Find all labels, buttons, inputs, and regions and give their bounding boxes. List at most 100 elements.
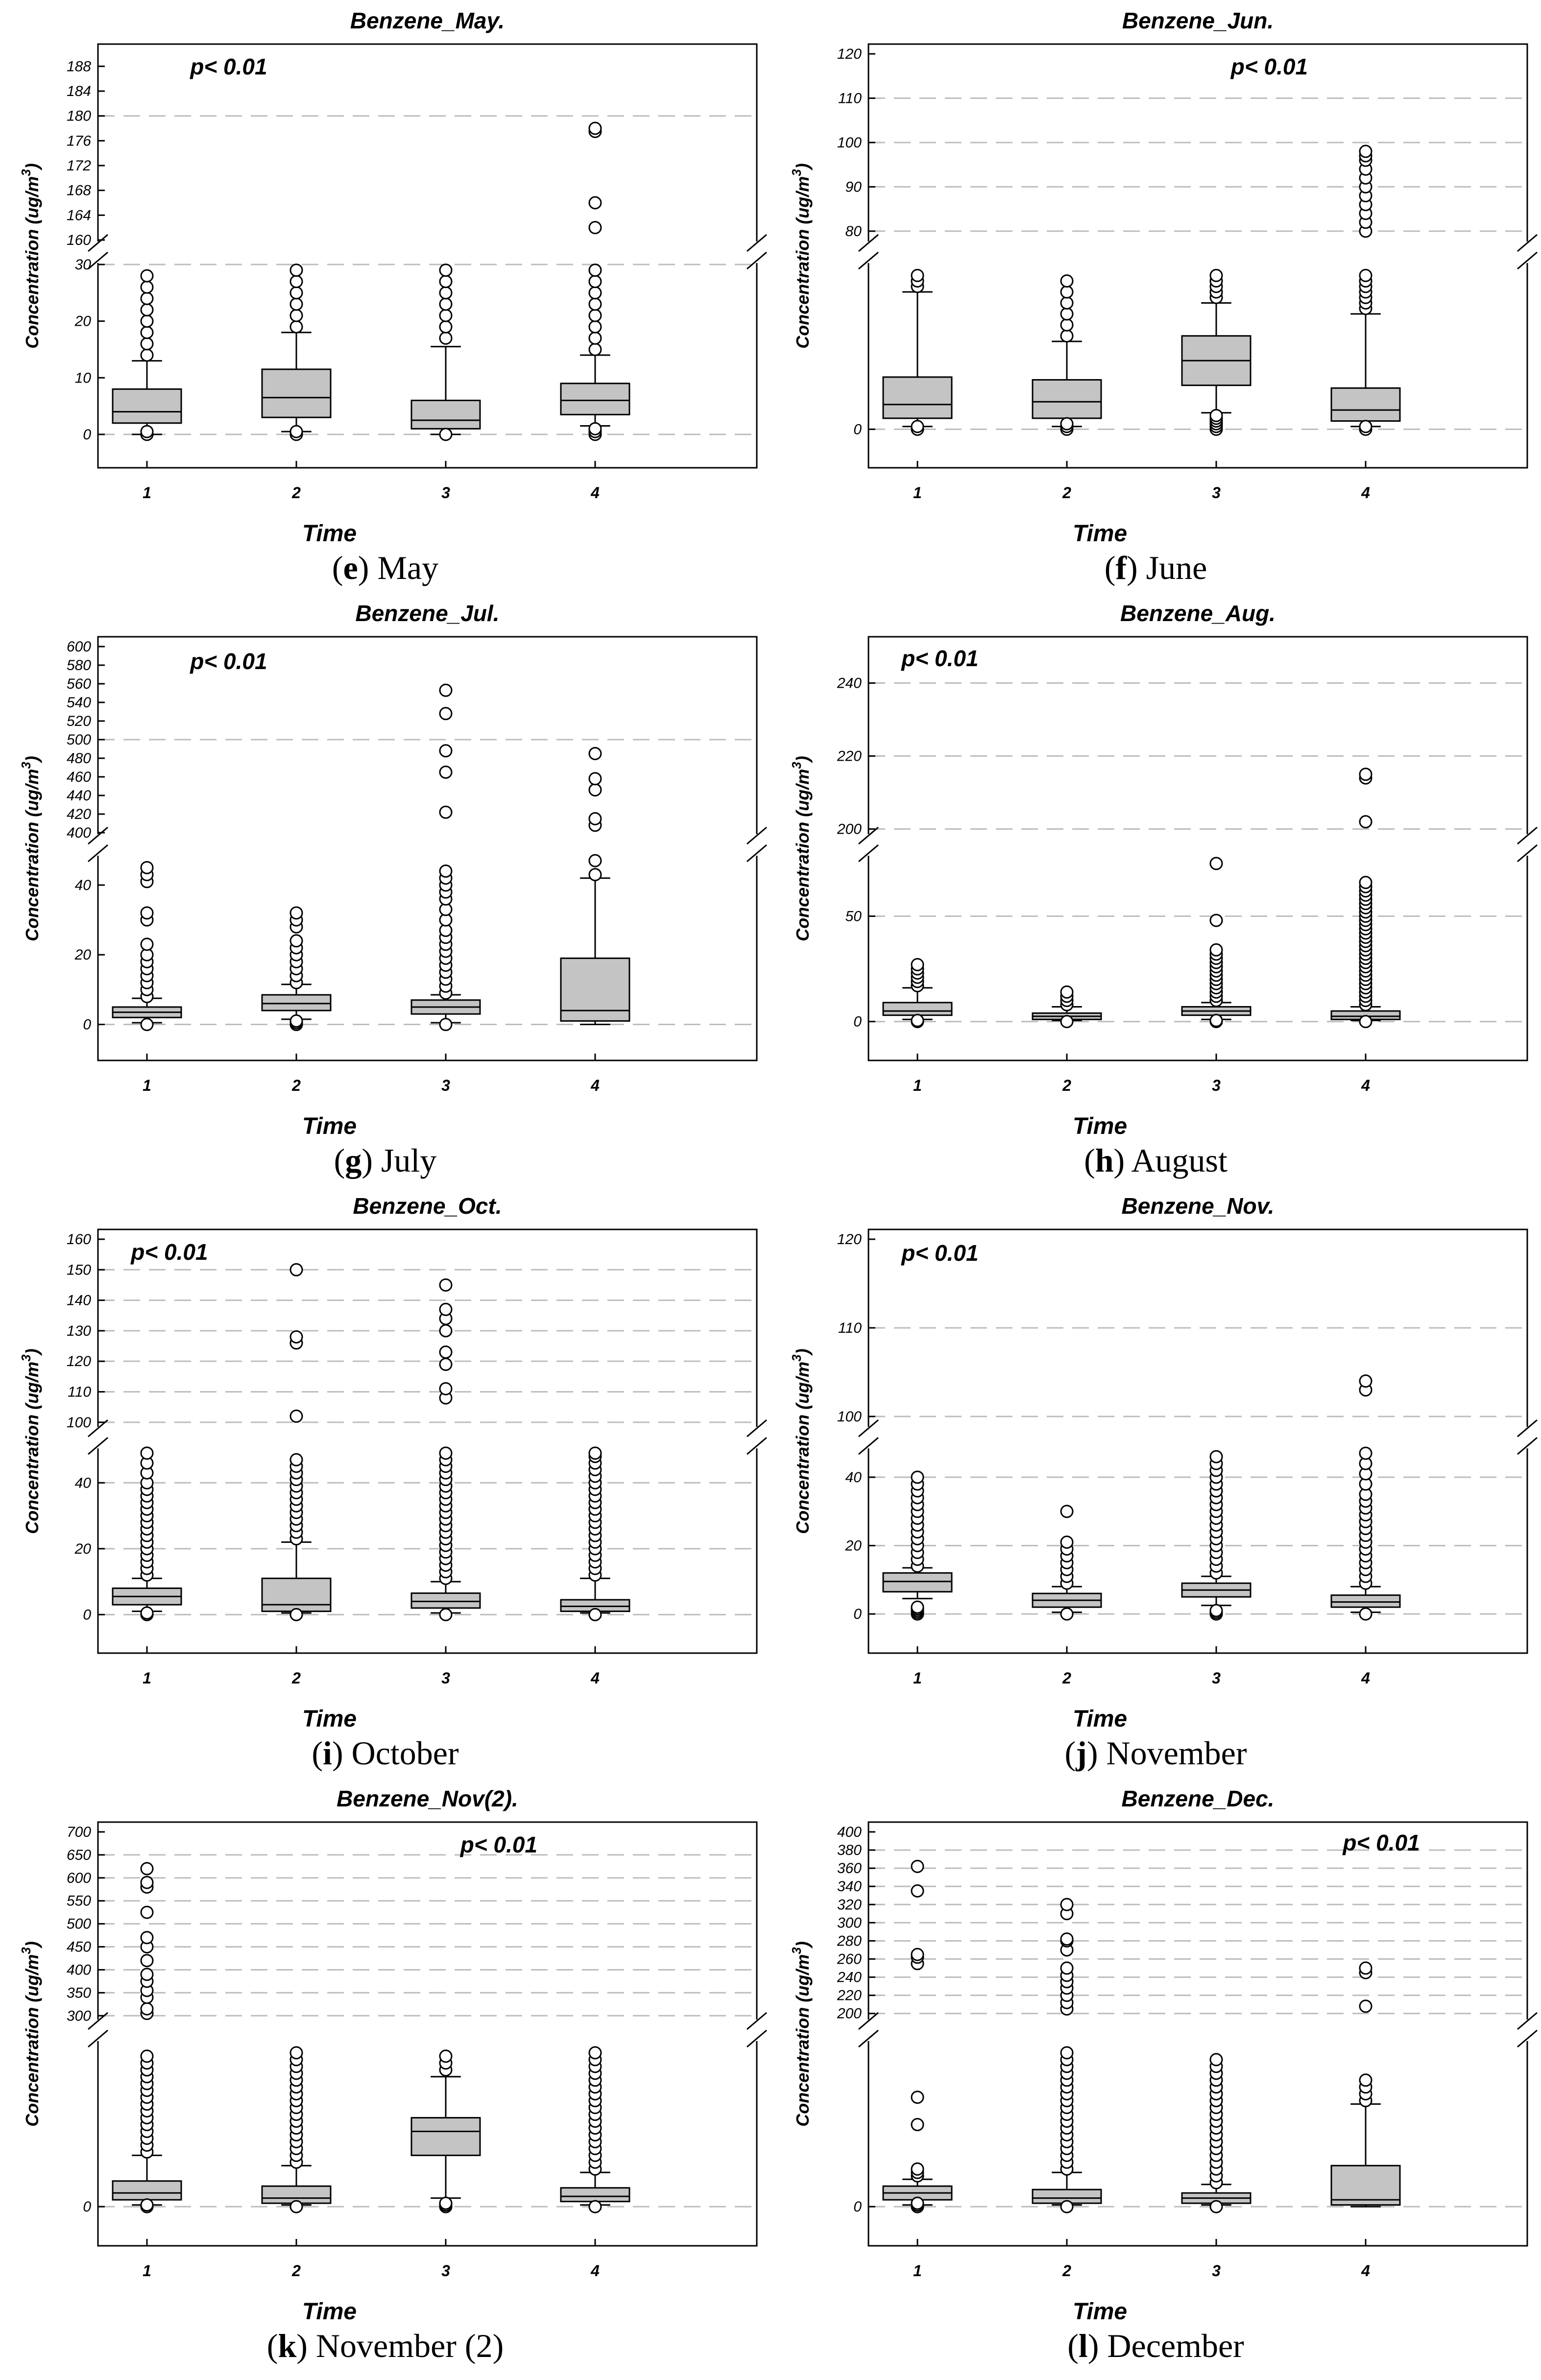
outlier-point xyxy=(289,425,303,438)
outlier-point xyxy=(588,772,602,786)
box-group-1 xyxy=(112,861,182,1032)
y-tick-label: 20 xyxy=(74,947,92,963)
x-tick-label: 3 xyxy=(441,1077,450,1094)
chart-title: Benzene_Nov(2). xyxy=(337,1786,518,1811)
box-group-2 xyxy=(261,2046,332,2213)
y-tick-label: 440 xyxy=(67,788,91,804)
outlier-point xyxy=(439,297,453,311)
outlier-point xyxy=(1060,1898,1074,1911)
y-tick-label: 360 xyxy=(837,1860,862,1876)
y-tick-label: 120 xyxy=(67,1353,91,1370)
y-tick-label: 400 xyxy=(837,1824,862,1840)
outlier-point xyxy=(140,326,154,339)
outlier-point xyxy=(140,1018,154,1032)
outlier-point xyxy=(289,1453,303,1466)
y-axis-label: Concentration (ug/m3) xyxy=(789,1348,813,1534)
panel-caption-letter: k xyxy=(278,2327,297,2364)
x-tick-label: 1 xyxy=(143,2262,151,2280)
x-tick-label: 3 xyxy=(1212,2262,1221,2280)
axis-break-gap-right xyxy=(745,241,769,263)
y-tick-label: 200 xyxy=(837,2006,862,2022)
outlier-point xyxy=(439,864,453,878)
box-group-1 xyxy=(112,1446,182,1621)
outlier-point xyxy=(1209,268,1223,282)
outlier-point xyxy=(588,1608,602,1621)
x-tick-label: 4 xyxy=(590,484,600,502)
y-tick-label: 40 xyxy=(75,877,92,893)
x-tick-label: 1 xyxy=(913,1077,922,1094)
y-tick-label: 240 xyxy=(837,1970,862,1986)
x-axis-label: Time xyxy=(302,1113,357,1139)
panel-caption: (l) December xyxy=(1067,2327,1244,2364)
panel-caption: (g) July xyxy=(334,1142,437,1179)
x-tick-label: 2 xyxy=(1062,1669,1071,1687)
axis-break-gap-left xyxy=(86,1427,110,1448)
outlier-point xyxy=(588,854,602,867)
outlier-point xyxy=(439,1446,453,1460)
p-value-label: p< 0.01 xyxy=(900,646,978,671)
axis-break-mark-right xyxy=(746,844,767,863)
outlier-point xyxy=(439,2049,453,2063)
y-tick-label: 40 xyxy=(845,1469,862,1486)
y-tick-label: 700 xyxy=(67,1824,91,1840)
chart-panel-e: Benzene_May. 160 164 168 172 176 180 184 188 0 10 2… xyxy=(0,0,770,593)
box-group-2 xyxy=(261,1263,332,1621)
outlier-point xyxy=(289,934,303,948)
box-iqr xyxy=(882,376,953,419)
box-group-1 xyxy=(882,1470,953,1621)
outlier-point xyxy=(1060,2200,1074,2213)
y-tick-label: 500 xyxy=(67,1916,91,1932)
panel-caption-text: August xyxy=(1131,1142,1228,1179)
axis-break-mark-left xyxy=(858,826,879,845)
plot-frame xyxy=(97,1821,758,2247)
panel-caption-text: June xyxy=(1146,549,1207,586)
y-tick-label: 172 xyxy=(67,158,91,174)
axis-break-mark-left xyxy=(858,2029,879,2048)
x-tick-label: 1 xyxy=(143,484,151,502)
outlier-point xyxy=(140,2002,154,2016)
x-tick-label: 2 xyxy=(291,2262,301,2280)
x-tick-label: 2 xyxy=(1062,2262,1071,2280)
outlier-point xyxy=(588,121,602,135)
box-iqr xyxy=(261,1577,332,1612)
outlier-point xyxy=(289,309,303,322)
panel-caption-letter: e xyxy=(343,549,358,586)
outlier-point xyxy=(439,428,453,441)
x-tick-label: 1 xyxy=(913,2262,922,2280)
outlier-point xyxy=(911,1013,924,1027)
y-tick-label: 110 xyxy=(68,1384,91,1400)
box-iqr xyxy=(410,2117,481,2156)
chart-panel-f: Benzene_Jun. 80 90 100 110 120 0 Concentration … xyxy=(770,0,1541,593)
outlier-point xyxy=(140,2198,154,2212)
outlier-point xyxy=(439,744,453,758)
outlier-point xyxy=(911,1470,924,1484)
axis-break-mark-left xyxy=(88,1437,108,1455)
outlier-point xyxy=(911,2196,924,2210)
p-value-label: p< 0.01 xyxy=(189,54,267,79)
panel-caption-letter: h xyxy=(1095,1142,1114,1179)
y-tick-label: 100 xyxy=(67,1415,91,1431)
outlier-point xyxy=(439,331,453,345)
outlier-point xyxy=(1359,876,1372,889)
y-tick-label: 100 xyxy=(837,135,862,151)
axis-break-gap-left xyxy=(857,1427,880,1448)
outlier-point xyxy=(1060,274,1074,288)
outlier-point xyxy=(140,906,154,920)
box-group-4 xyxy=(560,2046,630,2213)
y-tick-label: 260 xyxy=(837,1951,862,1968)
axis-break-mark-right xyxy=(746,1419,767,1438)
outlier-point xyxy=(1060,1932,1074,1946)
y-tick-label: 176 xyxy=(67,133,91,149)
y-tick-label: 550 xyxy=(67,1893,91,1909)
y-tick-label: 240 xyxy=(837,675,862,692)
y-tick-label: 100 xyxy=(837,1409,862,1425)
axis-break-gap-right xyxy=(745,2019,769,2041)
plot-frame xyxy=(867,1821,1528,2247)
outlier-point xyxy=(439,1608,453,1621)
y-tick-label: 120 xyxy=(837,46,862,62)
outlier-point xyxy=(588,320,602,334)
y-tick-label: 480 xyxy=(67,750,91,767)
outlier-point xyxy=(588,297,602,311)
boxplot-chart: Benzene_May. 160 164 168 172 176 180 184 188 0 10 2… xyxy=(19,8,769,547)
